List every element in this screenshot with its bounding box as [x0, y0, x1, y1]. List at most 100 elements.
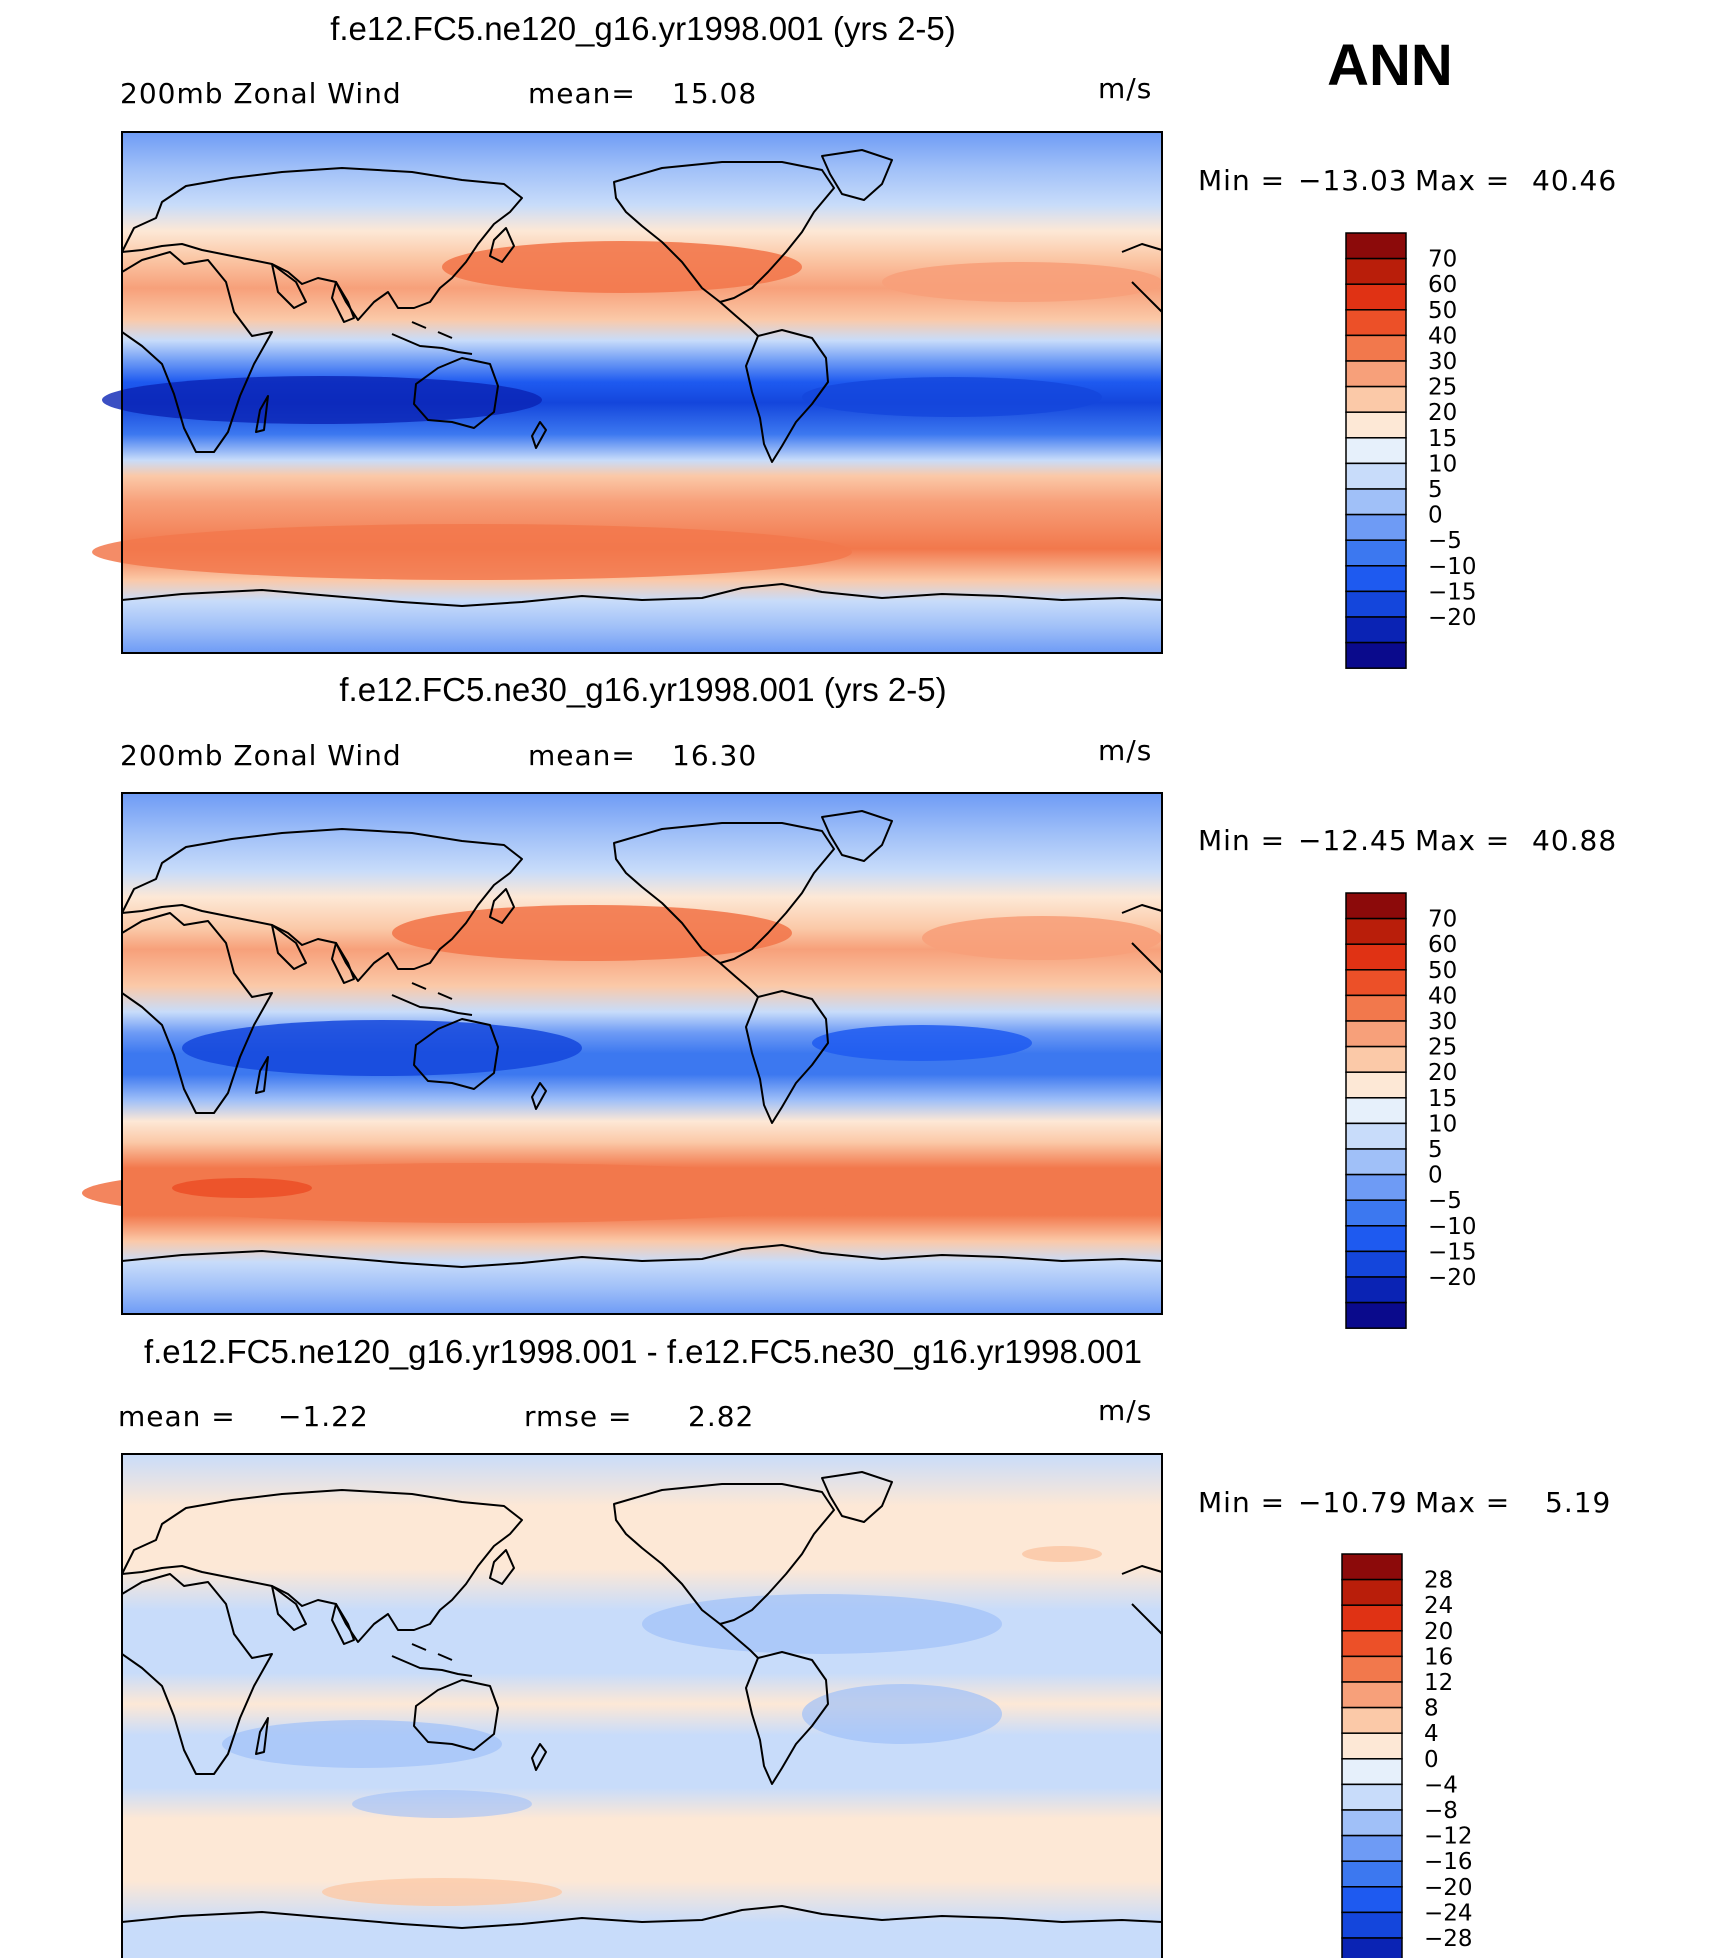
colorbar-tick-label: 30 [1428, 1009, 1457, 1035]
map-frame [121, 1453, 1163, 1958]
colorbar-tick-label: 20 [1428, 1060, 1457, 1086]
colorbar-swatch [1345, 385, 1407, 413]
jet-max-south [172, 1178, 312, 1198]
easterly-core-atlantic [802, 377, 1102, 417]
negative-anomaly [802, 1684, 1002, 1744]
colorbar-tick-label: 10 [1428, 451, 1457, 477]
colorbar-tick-label: −10 [1428, 554, 1477, 580]
colorbar-tick-label: −15 [1428, 579, 1477, 605]
positive-anomaly [322, 1878, 562, 1906]
easterly-core-atlantic [812, 1025, 1032, 1061]
colorbar-swatch [1345, 334, 1407, 362]
units-label: m/s [1098, 734, 1152, 767]
colorbar-swatch [1345, 488, 1407, 516]
colorbar-tick-label: 15 [1428, 426, 1457, 452]
colorbar-tick-label: 12 [1424, 1670, 1453, 1696]
colorbar-swatch [1345, 232, 1407, 260]
panel-title: f.e12.FC5.ne120_g16.yr1998.001 - f.e12.F… [144, 1333, 1142, 1370]
colorbar-tick-label: 25 [1428, 1035, 1457, 1061]
colorbar-swatch [1345, 309, 1407, 337]
colorbar-swatch [1341, 1655, 1403, 1683]
mean-value: 15.08 [672, 77, 757, 110]
colorbar-swatch [1341, 1732, 1403, 1760]
max-label: Max = [1415, 824, 1510, 857]
colorbar-swatch [1341, 1834, 1403, 1862]
colorbar-tick-label: 30 [1428, 349, 1457, 375]
colorbar-tick-label: −24 [1424, 1900, 1473, 1926]
colorbar-swatch [1345, 411, 1407, 439]
colorbar-tick-label: 70 [1428, 247, 1457, 273]
colorbar-swatch [1345, 539, 1407, 567]
colorbar-tick-label: −12 [1424, 1824, 1473, 1850]
colorbar-tick-label: 20 [1424, 1619, 1453, 1645]
colorbar-tick-label: −20 [1424, 1875, 1473, 1901]
colorbar-swatch [1345, 1301, 1407, 1329]
max-label: Max = [1415, 1486, 1510, 1519]
max-value: 5.19 [1545, 1486, 1611, 1519]
map-ne30 [82, 792, 1163, 1315]
colorbar-tick-label: 15 [1428, 1086, 1457, 1112]
colorbar-swatch [1345, 360, 1407, 388]
min-value: −10.79 [1298, 1486, 1408, 1519]
colorbar-swatch [1345, 1199, 1407, 1227]
colorbar-swatch [1345, 462, 1407, 490]
colorbar-swatch [1345, 283, 1407, 311]
mean-label: mean= [528, 77, 636, 110]
colorbar-tick-label: −15 [1428, 1239, 1477, 1265]
colorbar-swatch [1345, 1225, 1407, 1253]
colorbar-tick-label: 16 [1424, 1644, 1453, 1670]
colorbar-swatch [1345, 1097, 1407, 1125]
colorbar-swatch [1345, 1276, 1407, 1304]
colorbar-swatch [1345, 437, 1407, 465]
min-label: Min = [1198, 164, 1285, 197]
colorbar-tick-label: 10 [1428, 1111, 1457, 1137]
colorbar-tick-label: −20 [1428, 605, 1477, 631]
negative-anomaly [222, 1720, 502, 1768]
rmse-label: rmse = [524, 1400, 632, 1433]
min-label: Min = [1198, 1486, 1285, 1519]
easterly-core [102, 376, 542, 424]
colorbar-tick-label: 24 [1424, 1593, 1453, 1619]
season-label: ANN [1327, 33, 1453, 98]
colorbar-tick-label: 0 [1428, 503, 1443, 529]
jet-core-north [392, 905, 792, 961]
colorbar-tick-label: 4 [1424, 1721, 1439, 1747]
colorbar-swatch [1345, 1250, 1407, 1278]
variable-label: 200mb Zonal Wind [120, 739, 402, 772]
min-value: −13.03 [1298, 164, 1408, 197]
colorbar-swatch [1341, 1937, 1403, 1958]
colorbar-tick-label: 60 [1428, 932, 1457, 958]
colorbar-swatch [1341, 1604, 1403, 1632]
mean-label: mean= [528, 739, 636, 772]
colorbar-swatch [1345, 1122, 1407, 1150]
min-label: Min = [1198, 824, 1285, 857]
colorbar-tick-label: −5 [1428, 528, 1462, 554]
colorbar-tick-label: −4 [1424, 1772, 1458, 1798]
panel-title: f.e12.FC5.ne30_g16.yr1998.001 (yrs 2-5) [339, 671, 946, 708]
map-frame [121, 792, 1163, 1315]
colorbar-tick-label: −5 [1428, 1188, 1462, 1214]
colorbar-swatch [1345, 513, 1407, 541]
colorbar-tick-label: −16 [1424, 1849, 1473, 1875]
colorbar-tick-label: 70 [1428, 907, 1457, 933]
colorbar-tick-label: 60 [1428, 272, 1457, 298]
units-label: m/s [1098, 1394, 1152, 1427]
colorbar-swatch [1341, 1578, 1403, 1606]
jet-core-north [442, 241, 802, 293]
panel-difference: f.e12.FC5.ne120_g16.yr1998.001 - f.e12.F… [118, 1333, 1611, 1958]
jet-core-north-atlantic [882, 262, 1162, 302]
mean-value: −1.22 [278, 1400, 369, 1433]
jet-core-north-atlantic [922, 916, 1162, 960]
max-value: 40.88 [1532, 824, 1617, 857]
panel-ne120: f.e12.FC5.ne120_g16.yr1998.001 (yrs 2-5)… [92, 10, 1616, 669]
colorbar-tick-label: −10 [1428, 1214, 1477, 1240]
negative-anomaly [352, 1790, 532, 1818]
colorbar-tick-label: 0 [1424, 1747, 1439, 1773]
colorbar-swatch [1345, 565, 1407, 593]
colorbar-tick-label: −8 [1424, 1798, 1458, 1824]
colorbar-tick-label: 25 [1428, 375, 1457, 401]
map-difference [121, 1453, 1163, 1958]
colorbar-tick-label: 0 [1428, 1163, 1443, 1189]
easterly-core [182, 1020, 582, 1076]
